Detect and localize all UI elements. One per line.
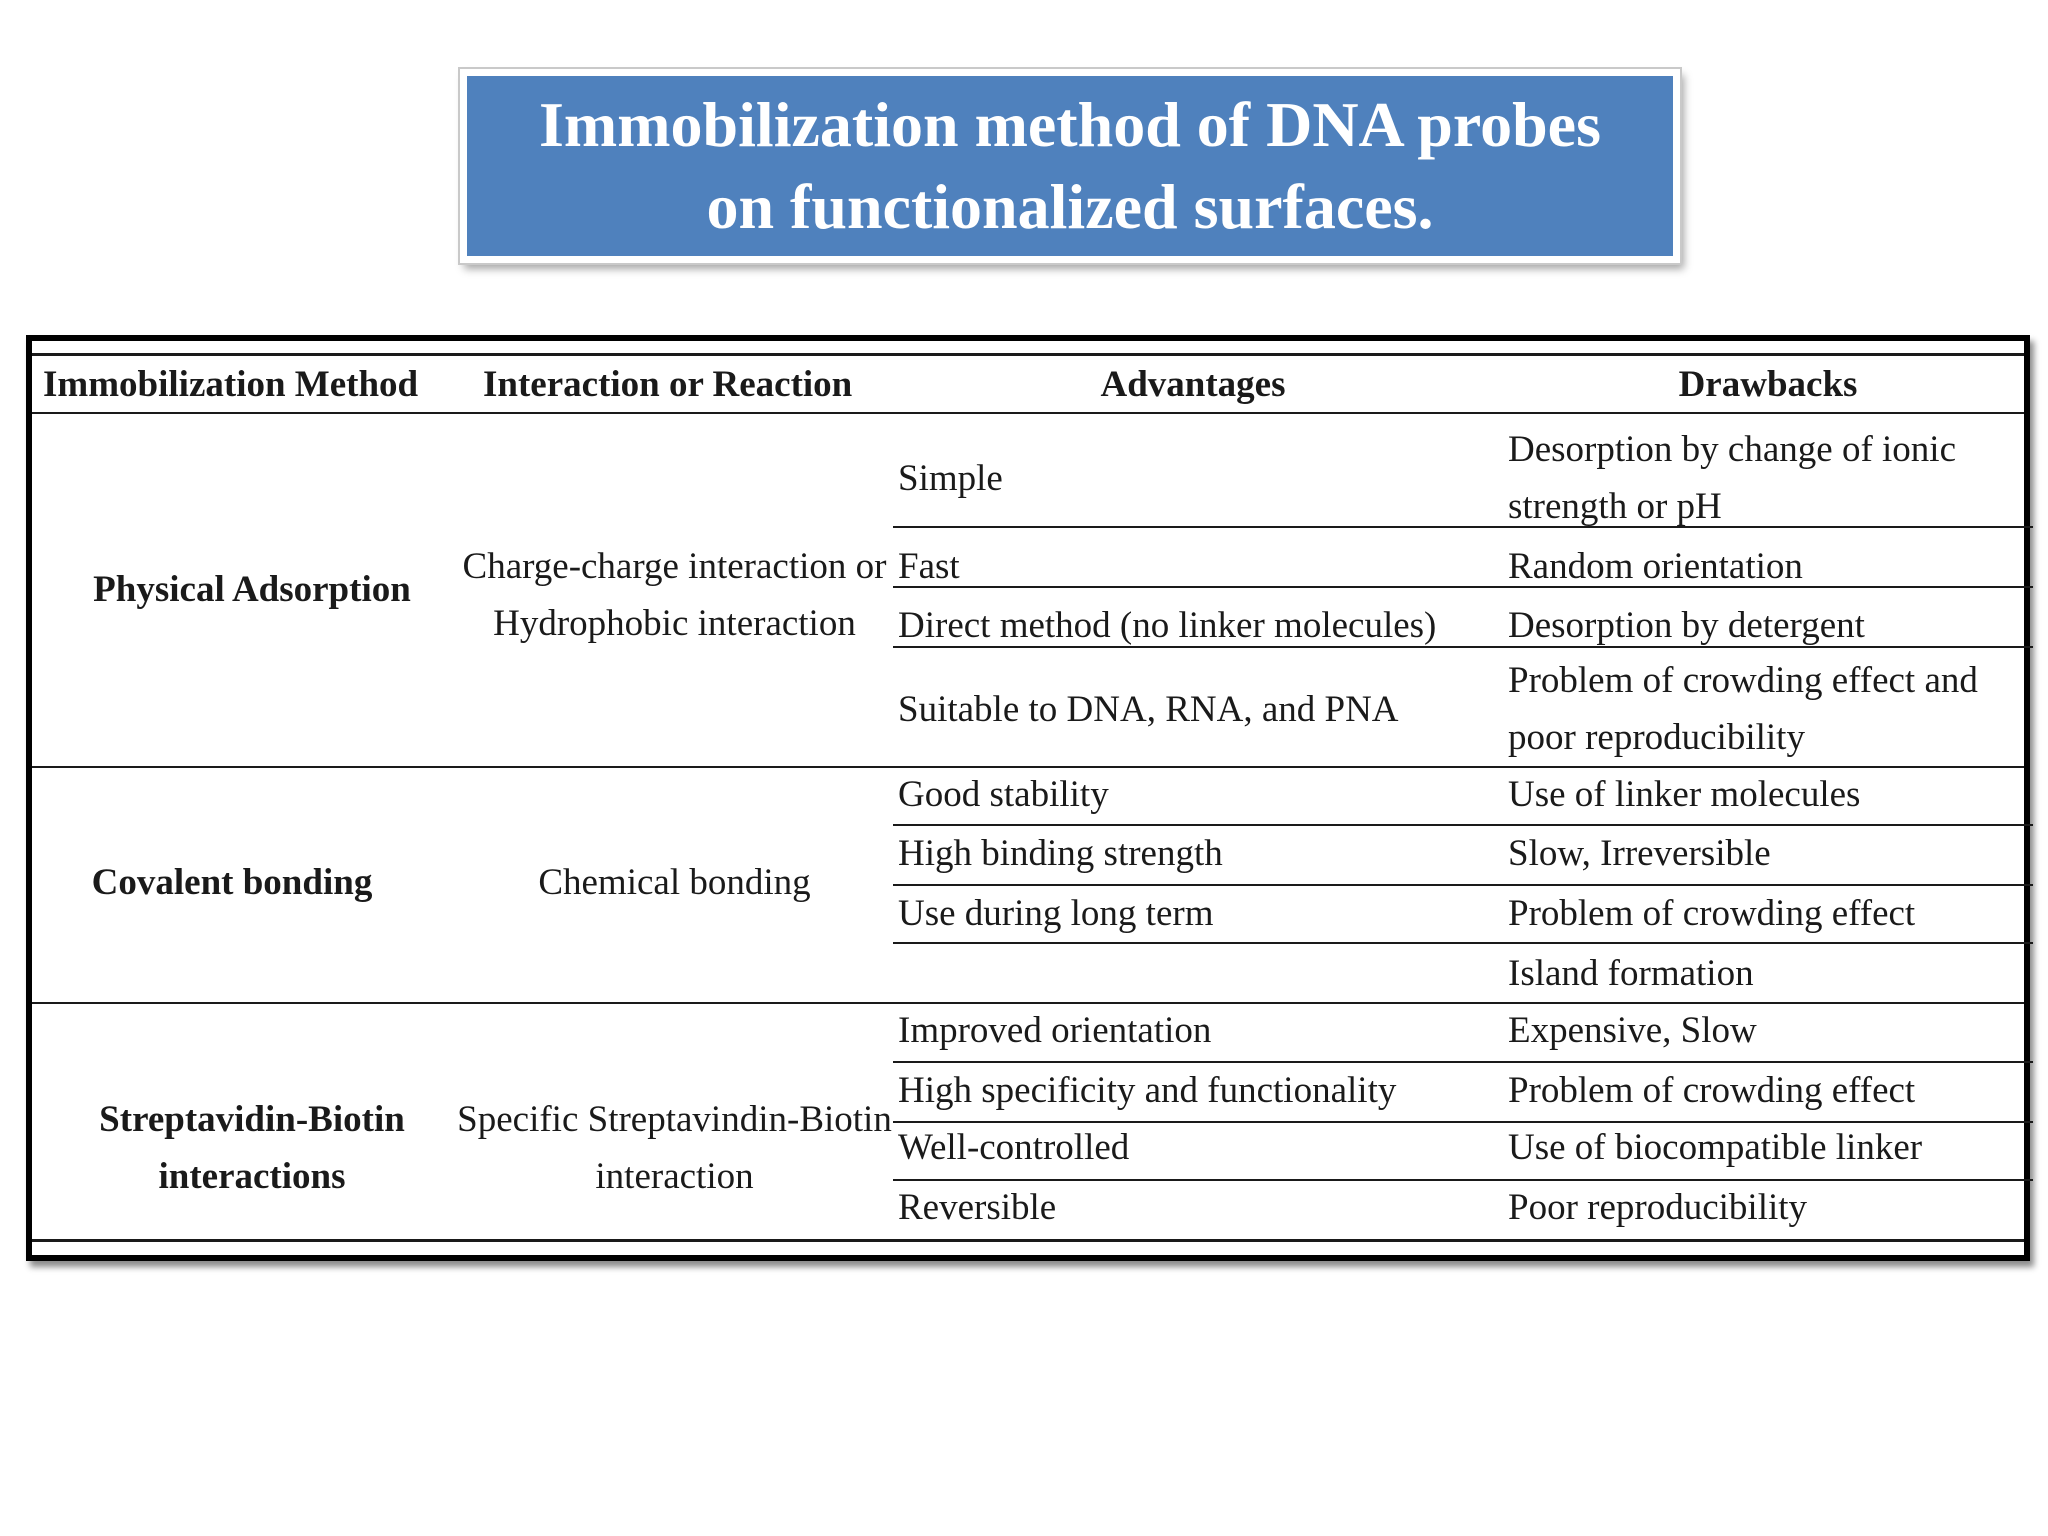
header-bottom-rule xyxy=(32,412,2024,414)
row-1-sub-rule xyxy=(893,586,2033,588)
method-streptavidin-biotin: Streptavidin-Biotin xyxy=(99,1099,405,1140)
advantage-item: Suitable to DNA, RNA, and PNA xyxy=(898,689,1399,730)
slide-title-line-1: Immobilization method of DNA probes xyxy=(539,89,1601,160)
drawback-item: Problem of crowding effect and xyxy=(1508,660,1978,701)
advantage-item: Improved orientation xyxy=(898,1010,1212,1051)
header-advantages: Advantages xyxy=(1100,364,1286,405)
row-1-sub-rule xyxy=(893,526,2033,528)
row-2-sub-rule xyxy=(893,884,2033,886)
drawback-item: Problem of crowding effect xyxy=(1508,1070,1916,1111)
drawback-item: Island formation xyxy=(1508,953,1754,994)
method-streptavidin-biotin: interactions xyxy=(158,1156,346,1197)
interaction-line: Hydrophobic interaction xyxy=(493,603,856,644)
row-3-sub-rule xyxy=(893,1061,2033,1063)
drawback-item: Desorption by detergent xyxy=(1508,605,1865,646)
method-physical-adsorption: Physical Adsorption xyxy=(93,569,411,610)
drawback-item: strength or pH xyxy=(1508,486,1722,527)
slide-title-line-2: on functionalized surfaces. xyxy=(706,171,1434,242)
row-2-bottom-rule xyxy=(32,1002,2024,1004)
drawback-item: Random orientation xyxy=(1508,546,1803,587)
row-3-sub-rule xyxy=(893,1121,2033,1123)
table-top-rule xyxy=(32,353,2024,356)
advantage-item: High binding strength xyxy=(898,833,1223,874)
drawback-item: Use of linker molecules xyxy=(1508,774,1861,815)
header-drawbacks: Drawbacks xyxy=(1678,364,1858,405)
interaction-line: Specific Streptavindin-Biotin xyxy=(457,1099,892,1140)
advantage-item: Simple xyxy=(898,458,1003,499)
header-interaction-or-reaction: Interaction or Reaction xyxy=(483,364,853,405)
drawback-item: Slow, Irreversible xyxy=(1508,833,1771,874)
row-3-sub-rule xyxy=(893,1179,2033,1181)
drawback-item: Expensive, Slow xyxy=(1508,1010,1757,1051)
slide-title: Immobilization method of DNA probes on f… xyxy=(458,67,1682,265)
advantage-item: Use during long term xyxy=(898,893,1214,934)
advantage-item: Good stability xyxy=(898,774,1109,815)
drawback-item: Desorption by change of ionic xyxy=(1508,429,1956,470)
advantage-item: Direct method (no linker molecules) xyxy=(898,605,1437,646)
row-1-bottom-rule xyxy=(32,766,2024,768)
drawback-item: Problem of crowding effect xyxy=(1508,893,1916,934)
advantage-item: Well-controlled xyxy=(898,1127,1130,1168)
header-immobilization-method: Immobilization Method xyxy=(43,364,419,405)
advantage-item: High specificity and functionality xyxy=(898,1070,1397,1111)
drawback-item: poor reproducibility xyxy=(1508,717,1805,758)
interaction-line: Charge-charge interaction or xyxy=(462,546,887,587)
table-bottom-rule xyxy=(32,1239,2024,1242)
interaction-line: Chemical bonding xyxy=(538,862,811,903)
drawback-item: Use of biocompatible linker xyxy=(1508,1127,1923,1168)
advantage-item: Reversible xyxy=(898,1187,1057,1228)
method-covalent-bonding: Covalent bonding xyxy=(91,862,373,903)
row-1-sub-rule xyxy=(893,646,2033,648)
row-2-sub-rule xyxy=(893,824,2033,826)
drawback-item: Poor reproducibility xyxy=(1508,1187,1808,1228)
row-2-sub-rule xyxy=(893,942,2033,944)
methods-table: Immobilization Method Interaction or Rea… xyxy=(26,335,2033,1261)
interaction-line: interaction xyxy=(595,1156,754,1197)
advantage-item: Fast xyxy=(898,546,960,587)
